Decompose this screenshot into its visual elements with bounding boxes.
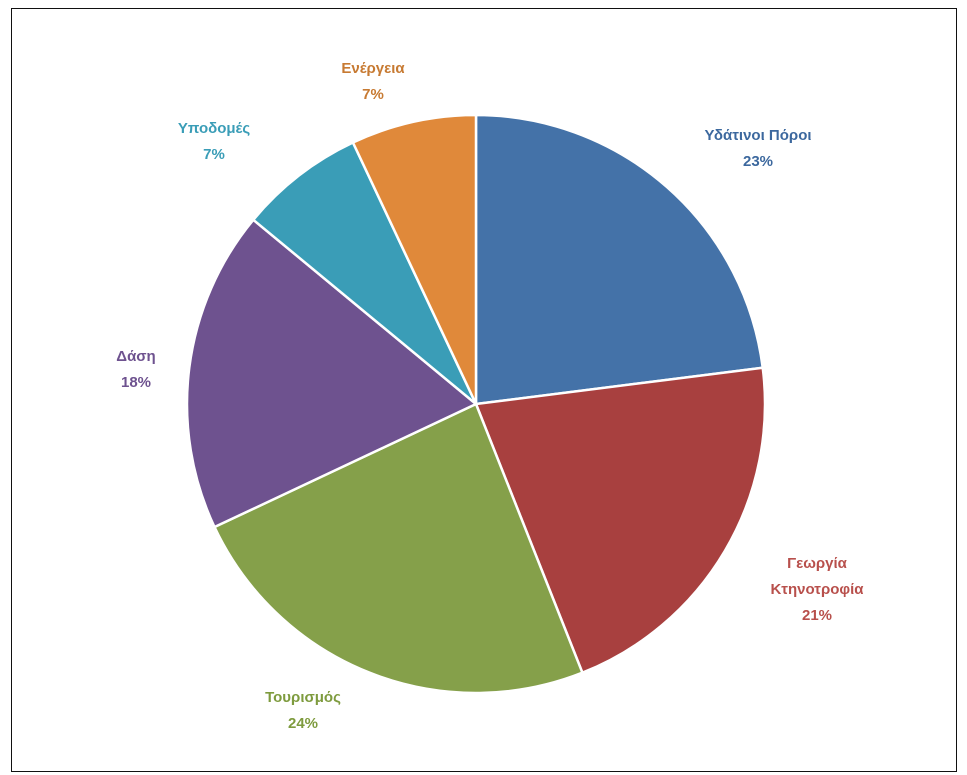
slice-5	[351, 113, 478, 406]
pie-slices	[185, 113, 767, 695]
slice-label-4: Υποδομές 7%	[178, 120, 250, 163]
slice-3	[185, 218, 478, 529]
slice-percent-0: 23%	[743, 153, 773, 170]
slice-label-0: Υδάτινοι Πόροι 23%	[704, 127, 811, 170]
slice-percent-1: 21%	[802, 607, 832, 624]
pie-labels: Υδάτινοι Πόροι 23% Γεωργία Κτηνοτροφία 21% Το…	[116, 60, 864, 732]
slice-label-2: Τουρισμός 24%	[265, 689, 341, 732]
slice-4	[252, 141, 478, 406]
slice-1	[474, 366, 767, 674]
slice-name-1-line-1: Κτηνοτροφία	[770, 581, 864, 598]
slice-name-5-line-0: Ενέργεια	[341, 60, 405, 77]
slice-percent-5: 7%	[362, 86, 384, 103]
slice-name-4-line-0: Υποδομές	[178, 120, 250, 137]
slice-percent-3: 18%	[121, 374, 151, 391]
slice-0	[474, 113, 764, 406]
slice-name-3-line-0: Δάση	[116, 348, 155, 365]
slice-label-1: Γεωργία Κτηνοτροφία 21%	[770, 555, 864, 624]
slice-label-3: Δάση 18%	[116, 348, 155, 391]
slice-label-5: Ενέργεια 7%	[341, 60, 405, 103]
slice-name-2-line-0: Τουρισμός	[265, 689, 341, 706]
slice-2	[213, 402, 584, 695]
slice-percent-4: 7%	[203, 146, 225, 163]
slice-name-1-line-0: Γεωργία	[787, 555, 848, 572]
slice-percent-2: 24%	[288, 715, 318, 732]
slice-name-0-line-0: Υδάτινοι Πόροι	[704, 127, 811, 144]
